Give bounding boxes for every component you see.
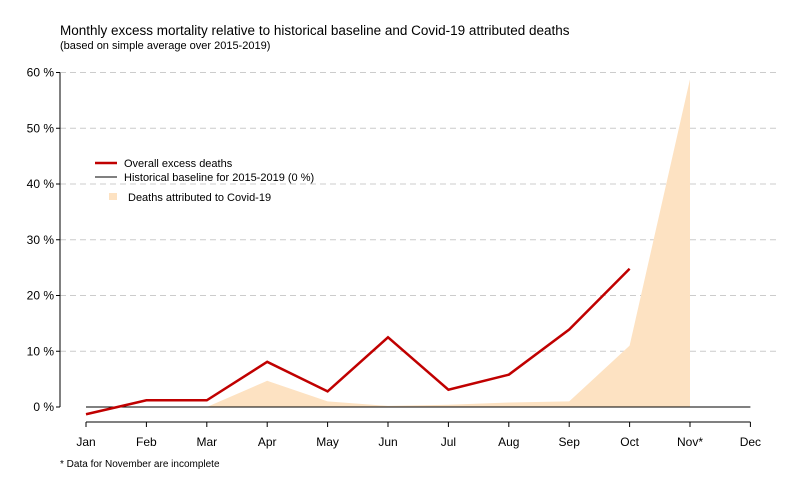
x-tick-label: Aug: [498, 435, 519, 449]
chart-footnote: * Data for November are incomplete: [60, 459, 220, 470]
x-tick-label: Jan: [76, 435, 95, 449]
y-tick-label: 30 %: [27, 233, 55, 247]
chart-subtitle: (based on simple average over 2015-2019): [60, 40, 271, 52]
legend-label-covid: Deaths attributed to Covid-19: [128, 192, 271, 204]
excess-deaths-line: [85, 267, 631, 416]
y-tick-label: 50 %: [27, 121, 55, 135]
covid-deaths-area: [206, 79, 691, 407]
legend-swatch-covid: [109, 193, 117, 200]
x-tick-label: Apr: [258, 435, 277, 449]
y-tick-label: 60 %: [27, 66, 55, 80]
legend-label-excess: Overall excess deaths: [124, 158, 233, 170]
x-tick-label: Oct: [620, 435, 639, 449]
x-tick-label: Nov*: [677, 435, 703, 449]
x-tick-label: Mar: [196, 435, 217, 449]
chart-title: Monthly excess mortality relative to his…: [60, 23, 570, 38]
x-tick-label: Jun: [378, 435, 397, 449]
y-tick-label: 10 %: [27, 344, 55, 358]
y-tick-label: 0 %: [33, 400, 54, 414]
x-tick-label: Jul: [441, 435, 456, 449]
legend-label-baseline: Historical baseline for 2015-2019 (0 %): [124, 172, 314, 184]
y-tick-label: 20 %: [27, 289, 55, 303]
x-tick-label: May: [316, 435, 339, 449]
x-tick-label: Sep: [559, 435, 581, 449]
x-tick-label: Feb: [136, 435, 157, 449]
x-tick-label: Dec: [740, 435, 761, 449]
y-tick-label: 40 %: [27, 177, 55, 191]
